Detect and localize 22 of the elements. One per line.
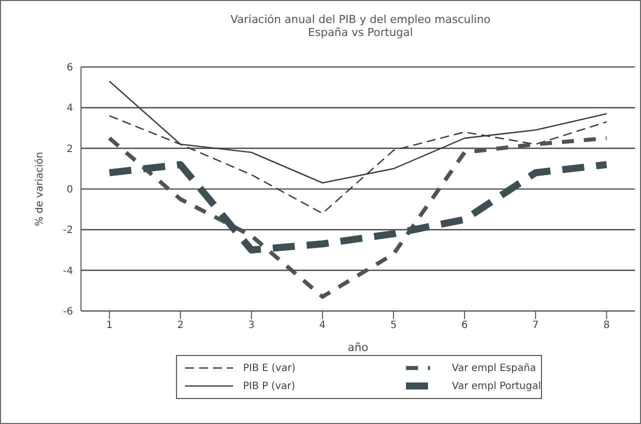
chart-title: Variación anual del PIB y del empleo masculino España vs Portugal bbox=[229, 13, 492, 39]
y-tick-label: 6 bbox=[66, 62, 73, 74]
legend-label: PIB E (var) bbox=[243, 362, 296, 374]
y-tick-label: 0 bbox=[66, 184, 73, 196]
y-tick-label: 4 bbox=[66, 103, 73, 114]
legend-label: Var empl Portugal bbox=[452, 380, 541, 392]
y-tick-label: 2 bbox=[66, 144, 73, 155]
x-tick-label: 4 bbox=[319, 320, 326, 332]
x-tick-label: 8 bbox=[603, 320, 610, 332]
y-axis-title: % de variación bbox=[34, 152, 46, 226]
x-tick-label: 2 bbox=[177, 320, 184, 332]
y-tick-label: -4 bbox=[63, 266, 73, 277]
legend-label: PIB P (var) bbox=[243, 380, 296, 392]
x-tick-label: 1 bbox=[106, 320, 113, 332]
x-tick-label: 7 bbox=[532, 320, 539, 332]
y-tick-label: -6 bbox=[63, 306, 73, 318]
x-tick-label: 6 bbox=[461, 320, 468, 332]
x-axis-title: año bbox=[348, 341, 368, 354]
x-tick-label: 5 bbox=[390, 320, 397, 332]
x-tick-label: 3 bbox=[248, 320, 255, 332]
y-tick-label: -2 bbox=[63, 225, 73, 236]
legend-label: Var empl España bbox=[452, 362, 536, 374]
